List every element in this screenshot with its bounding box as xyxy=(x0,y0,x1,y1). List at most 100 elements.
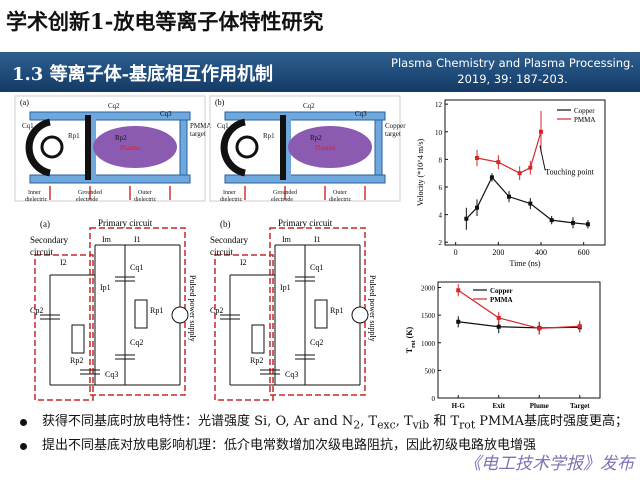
label: Rp1 xyxy=(263,132,275,140)
marker xyxy=(475,156,479,160)
label: Plasma xyxy=(120,144,141,152)
marker xyxy=(496,315,501,320)
supply xyxy=(171,306,189,324)
series-line xyxy=(465,176,588,225)
resistor xyxy=(251,324,265,354)
label: Rp1 xyxy=(150,306,163,315)
bullets: 获得不同基底时放电特性：光谱强度 Si, O, Ar and N2, Texc,… xyxy=(14,412,634,456)
plasma xyxy=(288,126,372,168)
label: Time (ns) xyxy=(509,259,540,268)
label: Primary circuit xyxy=(98,218,153,228)
marker xyxy=(456,288,461,293)
bullet: 获得不同基底时放电特性：光谱强度 Si, O, Ar and N2, Texc,… xyxy=(14,412,634,436)
label: 1000 xyxy=(421,340,436,348)
label: Touching point xyxy=(545,168,594,177)
series-line xyxy=(457,289,580,330)
label: Exit xyxy=(493,402,506,410)
label: dielectric xyxy=(220,197,243,203)
label: Secondary xyxy=(30,235,68,245)
label: 400 xyxy=(535,248,547,257)
target xyxy=(374,119,383,176)
label: Im xyxy=(102,235,112,244)
marker xyxy=(571,220,575,225)
plot-area xyxy=(444,99,606,246)
secondary-box xyxy=(34,254,94,401)
label: Ip1 xyxy=(100,283,111,292)
label: I2 xyxy=(240,258,247,267)
y-axis-label: Velocity (*10^4 m/s) xyxy=(416,139,425,207)
marker xyxy=(489,175,494,180)
marker xyxy=(537,326,542,331)
marker xyxy=(528,165,533,170)
label: Secondary xyxy=(210,235,248,245)
outer-dielectric xyxy=(29,174,191,184)
label: Pulsed power supply xyxy=(368,275,377,342)
marker xyxy=(496,324,501,329)
marker xyxy=(464,216,469,221)
outer-dielectric xyxy=(224,174,386,184)
banner: 1.3 等离子体-基底相互作用机制 Plasma Chemistry and P… xyxy=(0,52,640,92)
label: Rp1 xyxy=(330,306,343,315)
label: Grounded xyxy=(273,190,297,196)
label: Cp2 xyxy=(30,306,43,315)
text-run: PMMA基底时强度更高； xyxy=(475,414,629,429)
text-run: rot xyxy=(411,340,417,348)
label: I1 xyxy=(314,235,321,244)
label: Rp2 xyxy=(310,134,322,142)
label: 12 xyxy=(435,101,443,109)
annotation-arrow xyxy=(539,145,546,171)
label: 0 xyxy=(432,395,436,403)
target xyxy=(179,119,188,176)
label: I2 xyxy=(60,258,67,267)
label: electrode xyxy=(271,197,293,203)
label: Cq2 xyxy=(108,102,120,110)
outer-dielectric xyxy=(224,111,386,121)
label: Target xyxy=(570,402,590,410)
text-run: , T xyxy=(395,414,413,429)
section-title: 1.3 等离子体-基底相互作用机制 xyxy=(12,64,274,85)
label: (b) xyxy=(215,98,225,107)
label: electrode xyxy=(76,197,98,203)
marker xyxy=(496,160,501,165)
label: Cq1 xyxy=(22,122,34,130)
label: Cq3 xyxy=(285,370,298,379)
citation: Plasma Chemistry and Plasma Processing. … xyxy=(391,55,634,87)
marker xyxy=(528,201,533,206)
y-axis-label: Trot (K) xyxy=(405,326,417,353)
label: Primary circuit xyxy=(278,218,333,228)
label: Copper xyxy=(490,287,513,295)
label: 1500 xyxy=(421,312,436,320)
label: 8 xyxy=(439,156,443,164)
label: 6 xyxy=(439,184,443,192)
label: PMMA xyxy=(190,122,211,130)
label: Pulsed power supply xyxy=(188,275,197,342)
label: 10 xyxy=(435,129,443,137)
marker xyxy=(549,218,554,223)
grounded-electrode xyxy=(280,115,286,180)
text-run: 提出不同基底对放电影响机理：低介电常数增加次级电路阻抗，因此初级电路放电增强 xyxy=(42,437,537,453)
bullet: 提出不同基底对放电影响机理：低介电常数增加次级电路阻抗，因此初级电路放电增强 xyxy=(14,436,634,456)
label: Rp2 xyxy=(70,356,83,365)
label: (a) xyxy=(20,98,29,107)
label: H-G xyxy=(452,402,466,410)
inner-dielectric xyxy=(25,118,51,177)
label: 200 xyxy=(492,248,504,257)
text-run: exc xyxy=(377,418,396,432)
label: Outer xyxy=(333,190,347,196)
label: Cq2 xyxy=(310,338,323,347)
label: circuit xyxy=(30,247,53,257)
resistor xyxy=(314,299,328,329)
label: Rp1 xyxy=(68,132,80,140)
title: 学术创新1-放电等离子体特性研究 xyxy=(6,9,324,34)
label: PMMA xyxy=(490,296,513,304)
label: Rp2 xyxy=(115,134,127,142)
label: target xyxy=(190,130,206,138)
electrode xyxy=(235,135,259,159)
marker xyxy=(475,205,479,210)
label: 500 xyxy=(425,367,436,375)
label: 2000 xyxy=(421,285,436,293)
label: Ip1 xyxy=(280,283,291,292)
label: Im xyxy=(282,235,292,244)
frame xyxy=(209,95,401,202)
